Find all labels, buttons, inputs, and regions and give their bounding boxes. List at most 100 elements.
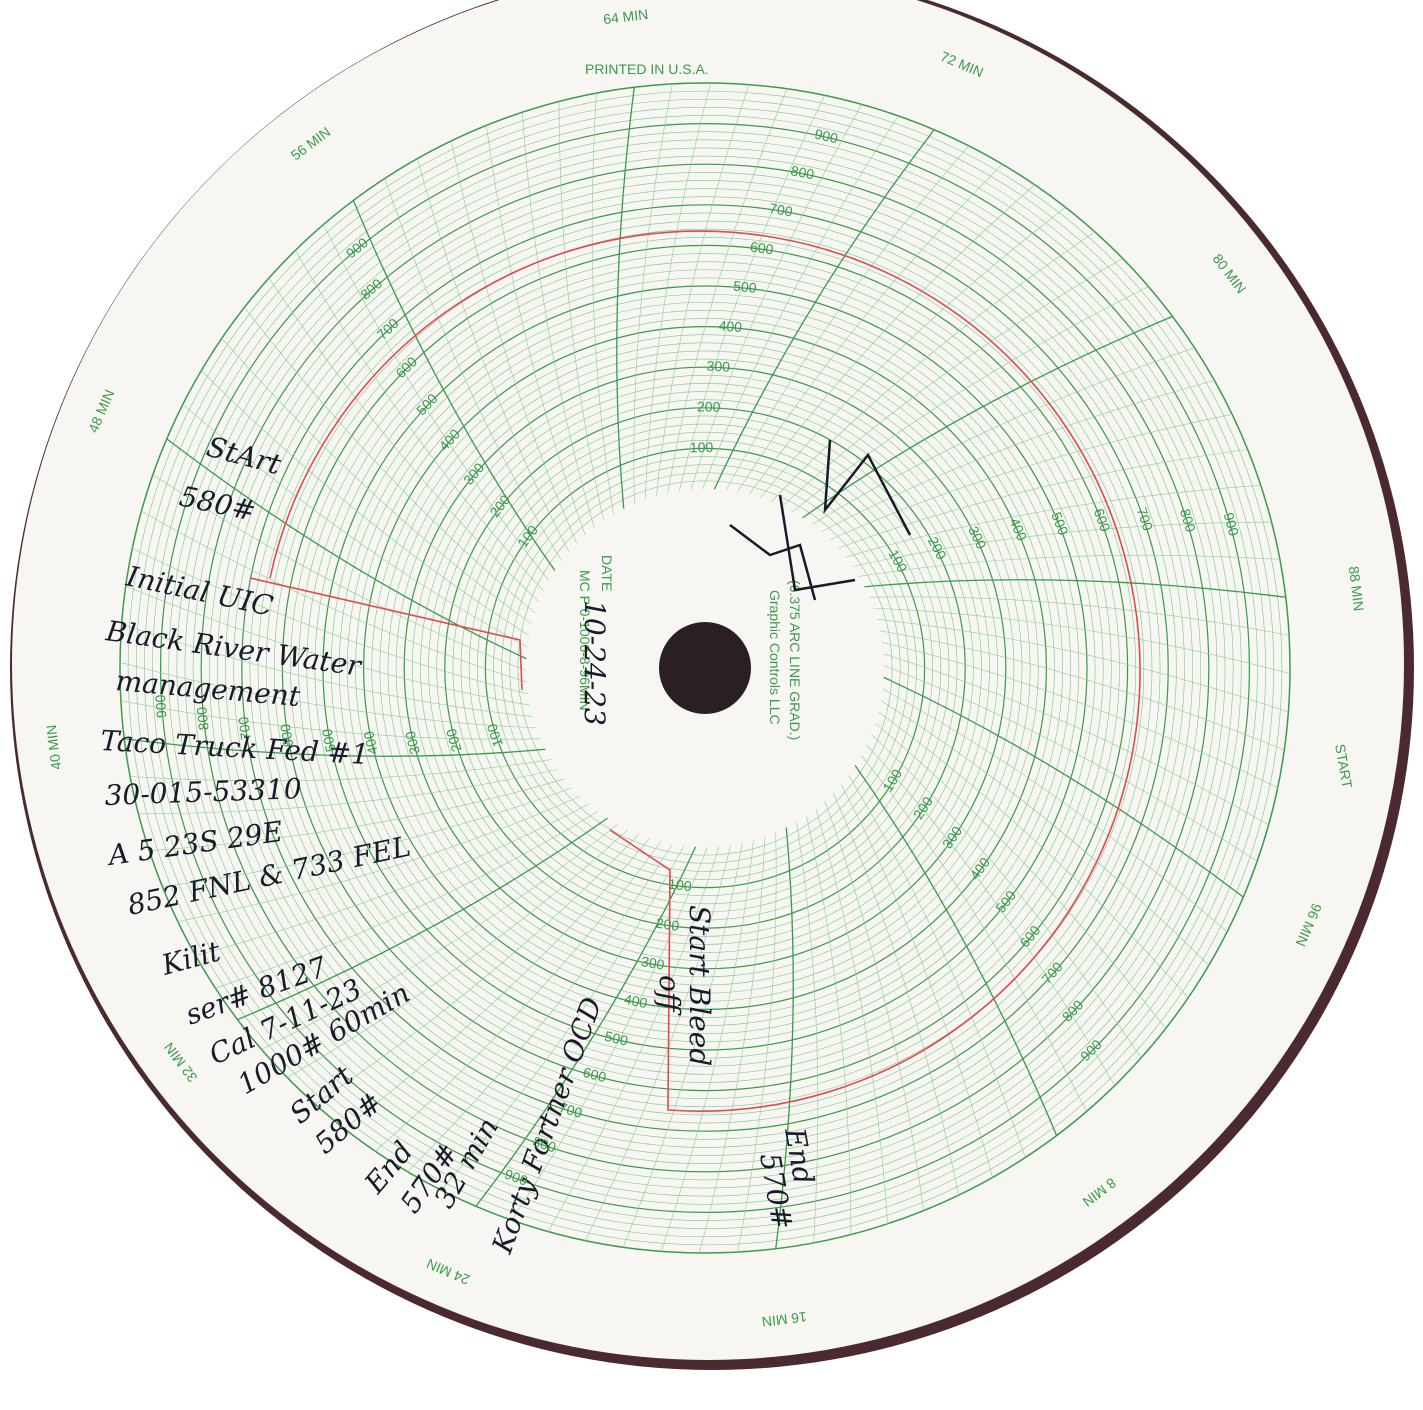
time-arc [880,630,1285,751]
time-arc [475,846,697,1207]
scale-label: 600 [581,1064,608,1086]
major-ring [241,204,1169,1132]
minor-ring [298,261,1112,1075]
time-arc [323,224,550,581]
scale-label: 100 [667,876,692,895]
time-arc [201,370,530,636]
outer-ring [119,82,1291,1254]
date-label: DATE [599,555,615,591]
minor-ring [135,98,1275,1238]
minor-ring [217,180,1193,1156]
time-arc [875,723,1166,1029]
time-arc [244,307,535,613]
time-arc [344,838,650,1129]
minor-ring [330,293,1080,1043]
time-arc [878,711,1189,998]
scale-label: 400 [718,317,743,335]
time-arc [287,829,629,1078]
minor-ring [347,310,1063,1026]
time-arc [690,104,863,490]
time-arc [702,115,899,490]
scale-label: 600 [277,723,297,749]
minor-ring [290,253,1120,1083]
note: 30-015-53310 [104,772,302,812]
scale-label: 300 [706,358,730,375]
scale-label: 600 [749,238,775,257]
time-arc [352,200,556,571]
time-arc [883,676,1244,898]
minor-ring [225,188,1185,1148]
minor-ring [168,131,1242,1205]
time-arc [829,414,1233,541]
scale-label: 400 [360,730,381,756]
time-arc [215,811,599,989]
time-arc [237,817,608,1021]
minor-ring [152,115,1258,1221]
minor-ring [233,196,1177,1140]
chart-no: MC P 0-1000-8-96MIN [577,570,593,711]
time-arc [375,841,662,1152]
time-arc [854,765,1058,1136]
time-arc [737,164,1003,493]
time-arc [748,184,1035,495]
minor-ring [249,212,1161,1124]
time-arc [591,93,614,515]
time-arc [451,140,578,544]
time-arc [873,607,1291,674]
time-arc [125,585,530,706]
scribble [729,439,912,601]
time-arc [882,688,1228,933]
minor-ring [387,350,1023,986]
time-arc [149,778,565,851]
minor-ring [379,342,1031,994]
grad: (6.375 ARC LINE GRAD.) [787,580,803,740]
time-arc [869,596,1290,636]
scale-label: 300 [402,729,423,756]
minor-ring [420,383,990,953]
time-arc [644,82,711,500]
minor-ring [192,155,1218,1181]
scale-label: 300 [640,953,666,973]
minor-ring [509,472,901,864]
time-arc [417,158,570,552]
time-arc [815,808,888,1224]
time-arc [852,521,1272,567]
time-arc [860,755,1087,1112]
time-arc [522,112,595,528]
scale-label: 900 [152,694,170,719]
minor-ring [460,423,950,913]
time-arc [511,846,708,1221]
scale-label: 700 [1134,505,1157,532]
minor-ring [468,431,942,905]
scale-label: 200 [655,915,681,934]
grid [119,82,1291,1254]
time-arc [824,800,924,1211]
scale-label: 200 [697,398,721,414]
time-arc [877,619,1289,713]
time-arc [177,795,581,922]
major-ring [403,366,1007,970]
time-arc [802,315,1173,519]
minor-ring [371,334,1039,1002]
scale-label: 700 [557,1099,584,1121]
time-arc [585,845,731,1241]
minor-ring [306,269,1104,1067]
time-arc [760,207,1066,498]
note: 10-24-23 [578,600,611,726]
scale-label: 500 [732,278,757,296]
major-ring [281,244,1129,1092]
time-arc [295,250,544,592]
time-arc [871,734,1142,1059]
minor-ring [338,301,1072,1035]
time-arc [883,665,1258,862]
time-arc [152,474,527,671]
note: off [653,975,686,1016]
time-arc [880,700,1209,966]
minor-ring [428,391,982,945]
time-arc [124,738,546,757]
minor-ring [501,464,909,872]
minor-ring [273,236,1137,1100]
scale-label: 700 [768,200,794,220]
major-ring [484,447,926,889]
time-label: 16 MIN [761,1309,808,1330]
